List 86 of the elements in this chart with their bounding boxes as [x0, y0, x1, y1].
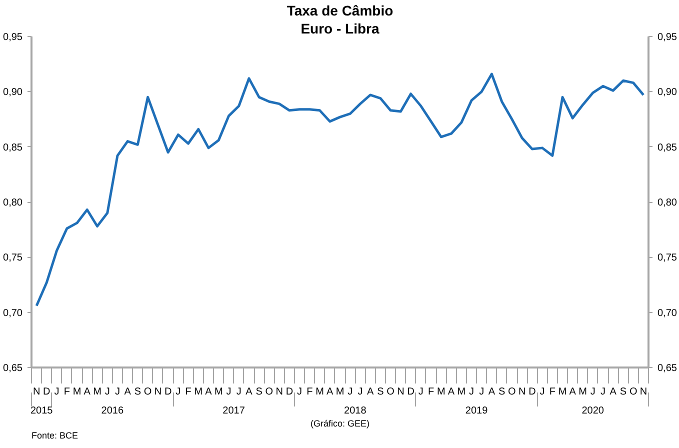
x-tick-label: M — [336, 386, 344, 398]
y-tick-label: 0,85 — [3, 142, 23, 154]
x-tick-label: D — [407, 386, 414, 398]
x-tick-label: J — [590, 386, 596, 398]
x-tick-label: A — [124, 386, 132, 398]
x-tick-label: M — [578, 386, 587, 398]
x-tick-label: A — [448, 386, 455, 398]
y-tick-label: 0,95 — [3, 32, 23, 43]
y-tick-label: 0,65 — [3, 363, 23, 374]
y-tick-label: 0,90 — [3, 87, 23, 98]
x-tick-label: A — [610, 386, 617, 398]
x-tick-label: S — [620, 386, 627, 398]
x-tick-label: J — [236, 386, 242, 398]
x-tick-label: S — [377, 386, 384, 398]
x-tick-label: N — [276, 386, 283, 398]
x-tick-label: S — [134, 386, 142, 398]
x-tick-label: F — [306, 386, 313, 398]
x-tick-label: J — [479, 386, 484, 398]
x-tick-label: M — [214, 386, 223, 398]
x-tick-label: O — [265, 386, 274, 398]
x-tick-label: D — [43, 386, 50, 398]
text: 2020 — [582, 406, 604, 416]
text: (Gráfico: GEE) — [310, 418, 370, 428]
x-tick-label: J — [54, 386, 60, 398]
x-tick-label: S — [256, 386, 263, 398]
line-series — [35, 72, 645, 307]
text: 2017 — [222, 406, 246, 416]
chart-subtitle: Euro - Libra — [300, 20, 380, 36]
x-tick-label: M — [316, 386, 324, 398]
y2-tick-label: 0,70 — [658, 308, 678, 319]
x-tick-label: N — [518, 386, 526, 398]
x-tick-label: M — [558, 386, 567, 398]
x-tick-label: S — [498, 386, 506, 398]
text: 2015 — [30, 406, 54, 416]
y-tick-label: 0,75 — [3, 252, 23, 264]
x-tick-label: F — [185, 386, 192, 398]
x-tick-label: D — [286, 386, 294, 398]
x-tick-label: J — [226, 386, 232, 398]
x-tick-label: J — [114, 386, 120, 398]
x-tick-label: M — [194, 386, 203, 398]
x-tick-label: J — [176, 386, 181, 398]
x-tick-label: N — [640, 386, 648, 398]
x-tick-label: M — [93, 386, 102, 398]
x-tick-label: M — [72, 386, 82, 398]
x-tick-label: D — [164, 386, 172, 398]
x-tick-label: J — [348, 386, 353, 398]
x-tick-label: D — [528, 386, 536, 398]
x-tick-label: O — [629, 386, 638, 398]
x-tick-label: J — [358, 386, 363, 398]
x-tick-label: O — [386, 386, 395, 398]
y2-tick-label: 0,90 — [658, 87, 678, 98]
text: 2018 — [344, 406, 367, 416]
x-tick-label: A — [367, 386, 374, 398]
x-tick-label: A — [488, 386, 496, 398]
x-tick-label: F — [64, 386, 70, 398]
x-tick-label: F — [549, 386, 556, 398]
x-tick-label: J — [418, 386, 424, 398]
text: 2019 — [465, 406, 488, 416]
x-tick-label: J — [540, 386, 545, 398]
y2-tick-label: 0,85 — [658, 142, 678, 154]
x-tick-label: A — [569, 386, 576, 398]
x-tick-label: M — [436, 386, 446, 398]
x-tick-label: A — [246, 386, 253, 398]
x-tick-label: O — [144, 386, 152, 398]
x-tick-label: A — [205, 386, 212, 398]
x-tick-label: O — [508, 386, 516, 398]
text: 2016 — [101, 406, 124, 416]
x-tick-label: A — [84, 386, 91, 398]
x-tick-label: N — [154, 386, 162, 398]
source-note: Fonte: BCE — [32, 430, 78, 440]
x-tick-label: F — [428, 386, 434, 398]
y-tick-label: 0,70 — [3, 308, 23, 319]
chart-title: Taxa de Câmbio — [286, 2, 394, 18]
y2-tick-label: 0,65 — [658, 363, 678, 374]
y-tick-label: 0,80 — [3, 198, 23, 208]
y2-tick-label: 0,95 — [658, 32, 678, 43]
x-tick-label: J — [468, 386, 474, 398]
x-tick-label: M — [457, 386, 466, 398]
x-tick-label: N — [397, 386, 404, 398]
y2-tick-label: 0,80 — [658, 198, 678, 208]
y2-tick-label: 0,75 — [658, 252, 678, 264]
x-tick-label: N — [32, 386, 40, 398]
x-tick-label: J — [600, 386, 606, 398]
x-tick-label: A — [326, 386, 334, 398]
x-tick-label: J — [104, 386, 110, 398]
x-tick-label: J — [297, 386, 302, 398]
